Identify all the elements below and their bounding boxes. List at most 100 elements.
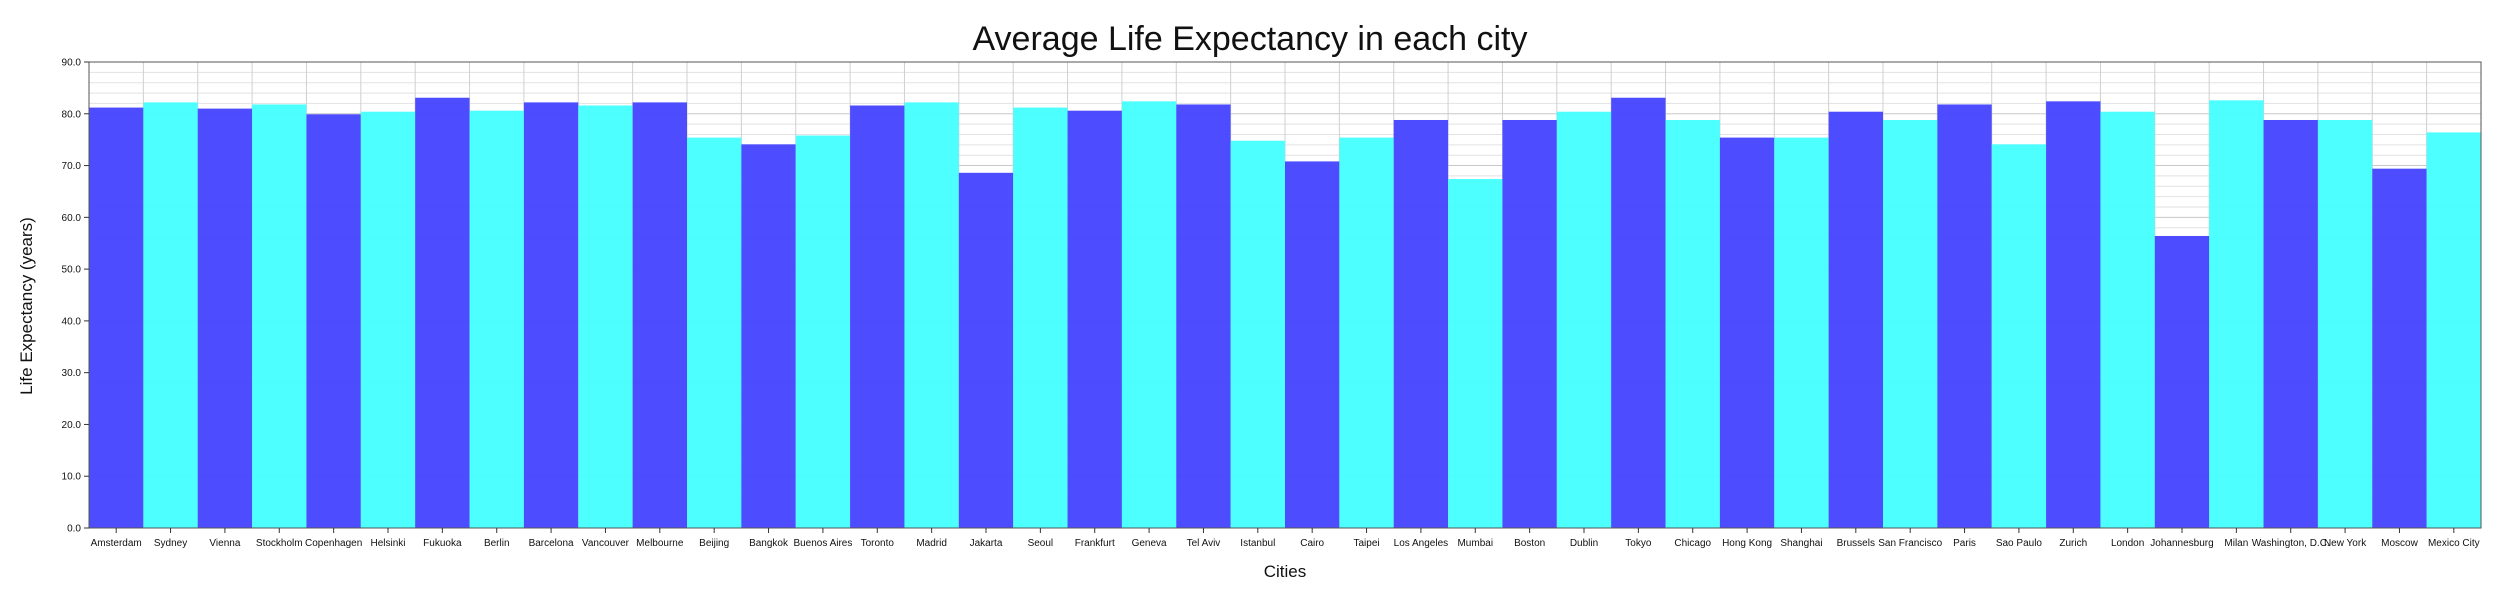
bar [1556,111,1612,528]
bar [2426,132,2481,528]
bar [1121,101,1177,529]
x-tick-label: Istanbul [1240,538,1275,549]
x-tick-label: Chicago [1674,538,1711,549]
bar [2263,119,2318,528]
bar [89,107,144,528]
bar [1665,119,1720,528]
x-tick-label: Copenhagen [305,538,362,549]
bar [578,105,633,528]
bar [1991,144,2047,528]
y-tick-label: 80.0 [62,109,82,120]
y-tick-label: 70.0 [62,161,82,172]
bar [958,172,1014,528]
x-tick-label: Geneva [1132,538,1167,549]
y-axis-ticks: 0.0 10.0 20.0 30.0 40.0 50.0 60.0 70.0 80.0 90.0 [62,58,89,535]
x-tick-label: Mexico City [2428,538,2480,549]
bar [1285,161,1340,528]
x-tick-label: Vienna [209,538,240,549]
bar [1176,104,1231,529]
x-axis-label: Cities [1264,562,1307,581]
x-tick-label: Berlin [484,538,510,549]
bar [252,104,307,529]
x-tick-label: San Francisco [1878,538,1942,549]
y-tick-label: 20.0 [62,420,82,431]
x-tick-label: Boston [1514,538,1545,549]
y-tick-label: 0.0 [67,524,81,535]
x-tick-label: Stockholm [256,538,303,549]
bars [89,97,2481,529]
x-tick-label: Cairo [1300,538,1324,549]
bar [1883,119,1938,528]
bar [469,110,524,528]
bar [1393,119,1449,528]
bar [741,144,796,528]
bar [1230,140,1285,529]
x-tick-label: Beijing [699,538,729,549]
bar [904,102,959,529]
x-tick-label: Amsterdam [91,538,142,549]
x-tick-label: Hong Kong [1722,538,1772,549]
bar [2046,101,2101,529]
y-tick-label: 30.0 [62,368,82,379]
x-tick-label: Tokyo [1625,538,1652,549]
bar [415,97,470,528]
plot-frame [88,61,2482,529]
x-tick-label: Paris [1953,538,1976,549]
x-tick-label: Barcelona [529,538,574,549]
bar [2100,111,2155,528]
x-tick-label: Vancouver [582,538,630,549]
bar [306,114,361,528]
y-tick-label: 60.0 [62,213,82,224]
x-tick-label: Jakarta [970,538,1003,549]
y-tick-label: 90.0 [62,58,82,69]
x-tick-label: Tel Aviv [1187,538,1221,549]
bar [2154,235,2210,528]
x-tick-label: Los Angeles [1394,538,1449,549]
x-tick-label: Johannesburg [2150,538,2213,549]
bar [632,102,687,529]
x-tick-label: Buenos Aires [793,538,852,549]
bar [2372,168,2427,528]
bar [1719,137,1775,528]
y-axis-label: Life Expectancy (years) [17,217,36,395]
x-tick-label: Bangkok [749,538,789,549]
bar [1774,137,1829,528]
y-tick-label: 10.0 [62,472,82,483]
x-tick-label: Sao Paulo [1996,538,2043,549]
x-tick-label: Brussels [1837,538,1875,549]
x-tick-label: Helsinki [370,538,405,549]
x-tick-label: Madrid [916,538,947,549]
bar [687,137,742,528]
x-tick-label: Shanghai [1780,538,1822,549]
bar [1611,97,1666,528]
x-tick-label: Seoul [1028,538,1054,549]
x-tick-label: Frankfurt [1075,538,1115,549]
bar [1013,107,1068,528]
bar [143,102,198,529]
bar [1828,111,1883,528]
bar [850,105,905,528]
y-tick-label: 40.0 [62,316,82,327]
bar [1937,104,1992,529]
bar [1448,179,1503,529]
x-tick-label: Washington, D.C. [2252,538,2330,549]
bar [2317,119,2373,528]
x-tick-label: New York [2324,538,2367,549]
x-tick-label: Milan [2224,538,2248,549]
bar [523,102,579,529]
bar [360,111,416,528]
bar [1502,119,1557,528]
bar [197,108,253,528]
x-tick-label: Melbourne [636,538,684,549]
x-tick-label: Fukuoka [423,538,462,549]
bar [1339,137,1394,528]
x-tick-label: Dublin [1570,538,1598,549]
chart-title: Average Life Expectancy in each city [972,20,1527,58]
x-tick-label: Sydney [154,538,187,549]
x-tick-label: Taipei [1353,538,1379,549]
bar [2209,100,2264,528]
x-tick-label: Toronto [861,538,895,549]
bar [1067,110,1122,528]
x-tick-label: Mumbai [1457,538,1493,549]
